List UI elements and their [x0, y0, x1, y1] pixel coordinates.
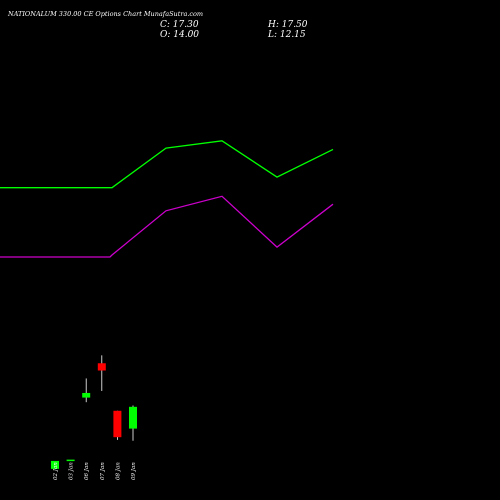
candle-body — [51, 460, 59, 469]
x-tick-label: 09 Jan — [131, 462, 137, 480]
candle-2 — [66, 459, 75, 462]
candle-1 — [51, 460, 59, 469]
high-value: H: 17.50 — [268, 20, 308, 30]
candle-body — [113, 410, 122, 438]
candle-4 — [97, 355, 106, 391]
chart-title: NATIONALUM 330.00 CE Options Chart Munaf… — [8, 10, 204, 18]
x-tick-label: 08 Jan — [115, 462, 121, 480]
candle-5 — [113, 410, 122, 440]
x-tick-label: 03 Jan — [69, 462, 75, 480]
candle-body — [97, 363, 106, 371]
x-tick-label: 02 Jan — [53, 462, 59, 480]
overlay-line-2 — [0, 195, 334, 258]
open-value: O: 14.00 — [160, 30, 200, 40]
low-value: L: 12.15 — [268, 30, 306, 40]
candle-6 — [129, 405, 137, 441]
candle-body — [66, 459, 75, 462]
overlay-line-1 — [0, 140, 334, 189]
x-tick-label: 06 Jan — [84, 462, 90, 480]
x-tick-label: 07 Jan — [100, 462, 106, 480]
close-value: C: 17.30 — [160, 20, 199, 30]
candle-body — [82, 392, 91, 398]
candle-body — [129, 406, 137, 429]
candle-3 — [82, 378, 91, 403]
